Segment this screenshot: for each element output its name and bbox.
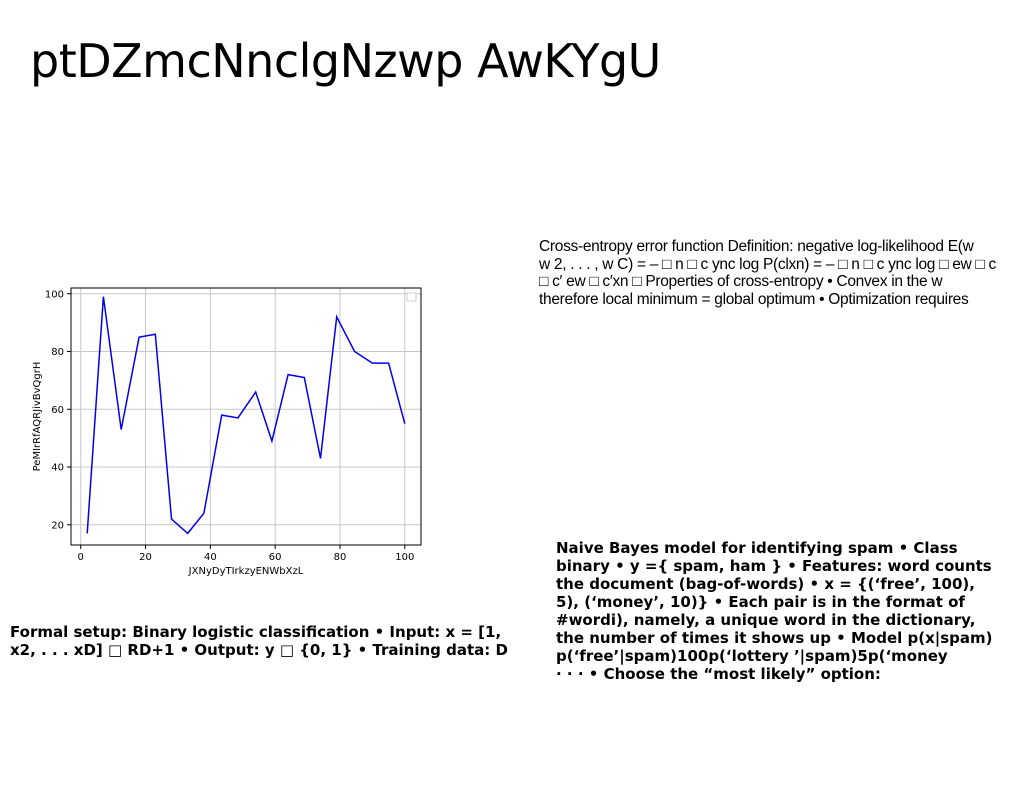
chart-legend xyxy=(406,292,417,302)
plot-frame xyxy=(70,287,422,546)
chart-svg: 0 20 40 60 80 100 20 40 60 80 100 JXNyDyTIrkzyENWb… xyxy=(32,287,422,577)
x-tick-label: 100 xyxy=(395,552,414,563)
series-line xyxy=(86,296,406,535)
chart-ticks: 0 20 40 60 80 100 20 40 60 80 100 xyxy=(45,289,414,563)
text-line: Cross-entropy error function Definition:… xyxy=(539,238,974,255)
text-line: the document (bag-of-words) • x = {(‘fre… xyxy=(556,575,975,593)
y-axis-label: PeMIrRfAQRJivBvQgrH xyxy=(32,362,43,472)
text-line: p(‘free’|spam)100p(‘lottery ’|spam)5p(‘m… xyxy=(556,647,948,665)
x-tick-label: 60 xyxy=(269,552,282,563)
x-tick-label: 80 xyxy=(334,552,347,563)
y-tick-label: 100 xyxy=(45,289,64,300)
formal-setup-text: Formal setup: Binary logistic classifica… xyxy=(10,623,540,659)
cross-entropy-text: Cross-entropy error function Definition:… xyxy=(539,238,1024,312)
text-line: w 2, . . . , w C) = – □ n □ c ync log P(… xyxy=(539,255,996,273)
text-line: x2, . . . xD] □ RD+1 • Output: y □ {0, 1… xyxy=(10,641,508,659)
x-tick-label: 0 xyxy=(78,552,84,563)
y-tick-label: 80 xyxy=(51,347,64,358)
text-line: □ c′ ew □ c′xn □ Properties of cross-ent… xyxy=(539,273,943,290)
x-tick-label: 20 xyxy=(139,552,152,563)
chart-series xyxy=(86,296,406,535)
slide-title: ptDZmcNnclgNzwp AwKYgU xyxy=(30,34,661,88)
x-axis-label: JXNyDyTIrkzyENWbXzL xyxy=(188,566,304,577)
y-tick-label: 20 xyxy=(51,520,64,531)
text-line: the number of times it shows up • Model … xyxy=(556,629,993,647)
chart-grid xyxy=(71,288,421,545)
y-tick-label: 60 xyxy=(51,405,64,416)
naive-bayes-text: Naive Bayes model for identifying spam •… xyxy=(556,539,1024,683)
text-line: Naive Bayes model for identifying spam •… xyxy=(556,539,958,557)
text-line: binary • y ={ spam, ham } • Features: wo… xyxy=(556,557,992,575)
text-line: Formal setup: Binary logistic classifica… xyxy=(10,623,502,641)
line-chart: 0 20 40 60 80 100 20 40 60 80 100 JXNyDyTIrkzyENWb… xyxy=(28,284,428,580)
text-line: · · · • Choose the “most likely” option: xyxy=(556,665,881,683)
y-tick-label: 40 xyxy=(51,463,64,474)
text-line: therefore local minimum = global optimum… xyxy=(539,290,969,308)
text-line: #wordi), namely, a unique word in the di… xyxy=(556,611,976,629)
x-tick-label: 40 xyxy=(204,552,217,563)
text-line: 5), (‘money’, 10)} • Each pair is in the… xyxy=(556,593,965,611)
